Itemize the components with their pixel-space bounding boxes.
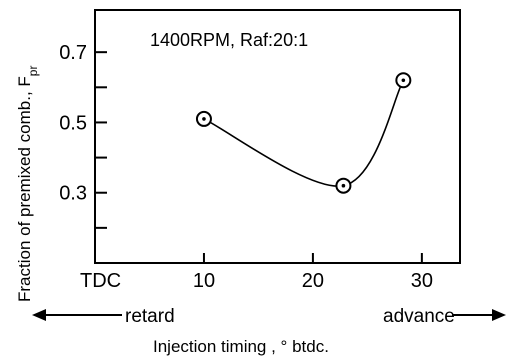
- advance-arrow-head: [492, 309, 506, 321]
- data-point-dot: [202, 117, 206, 121]
- series-curve: [203, 79, 405, 187]
- plot-frame: [94, 9, 461, 264]
- advance-arrow: [452, 309, 506, 321]
- advance-label: advance: [383, 306, 455, 327]
- x-tick-label: 20: [302, 270, 324, 292]
- y-axis-label: Fraction of premixed comb., Fpr: [15, 66, 40, 302]
- y-tick-label: 0.5: [59, 112, 87, 134]
- data-point-dot: [341, 183, 346, 188]
- chart-annotation: 1400RPM, Raf:20:1: [150, 30, 308, 50]
- retard-label: retard: [125, 306, 175, 327]
- y-axis-label-main: Fraction of premixed comb., F: [15, 76, 34, 302]
- chart-marks: 0.3 0.5 0.7 TDC 10 20 30: [59, 42, 433, 292]
- y-tick-label: 0.3: [59, 183, 87, 205]
- y-tick-label: 0.7: [59, 42, 87, 64]
- retard-arrow-head: [32, 309, 46, 321]
- x-tick-label: 30: [411, 270, 433, 292]
- y-axis-label-subscript: pr: [26, 66, 40, 77]
- x-tick-label: TDC: [80, 270, 121, 292]
- x-axis-label: Injection timing , ° btdc.: [153, 337, 329, 356]
- data-point-dot: [401, 78, 406, 83]
- x-tick-label: 10: [193, 270, 215, 292]
- retard-arrow: [32, 309, 122, 321]
